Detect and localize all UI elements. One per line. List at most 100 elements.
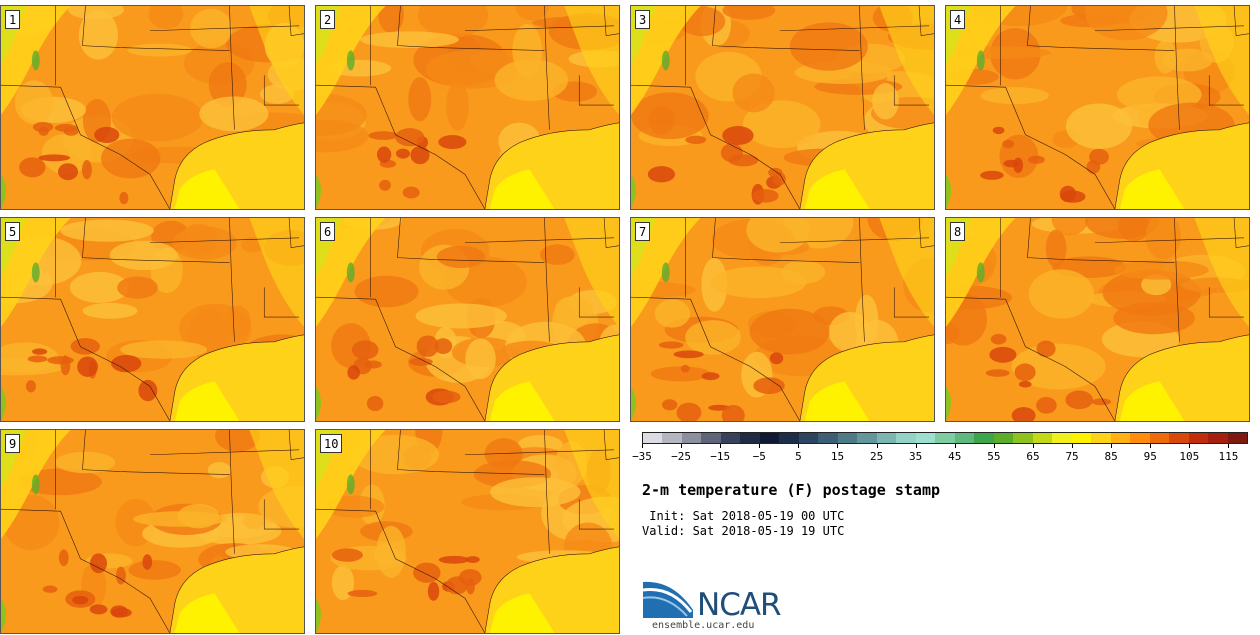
panel-number: 2	[320, 10, 336, 29]
panel-number: 3	[635, 10, 651, 29]
map-panel-9[interactable]: 9	[0, 429, 305, 634]
panel-number: 1	[5, 10, 21, 29]
colorbar-tick-label: 45	[948, 450, 962, 463]
colorbar-tick-label: 15	[830, 450, 845, 463]
colorbar-segment	[1169, 433, 1189, 443]
panel-number: 9	[5, 434, 21, 453]
colorbar-tick-label: 95	[1143, 450, 1157, 463]
colorbar-segment	[1227, 433, 1248, 443]
colorbar-tick-label: −5	[752, 450, 766, 463]
temperature-field	[316, 218, 619, 421]
map-panel-5[interactable]: 5	[0, 217, 305, 422]
colorbar-tick	[798, 444, 800, 448]
temperature-colorbar	[642, 432, 1248, 444]
temperature-field	[1, 430, 304, 633]
colorbar-tick-label: −25	[671, 450, 692, 463]
temperature-field	[316, 6, 619, 209]
temperature-field	[946, 6, 1249, 209]
init-time: Init: Sat 2018-05-19 00 UTC	[642, 509, 845, 523]
valid-time: Valid: Sat 2018-05-19 19 UTC	[642, 524, 845, 538]
temperature-field	[1, 6, 304, 209]
map-panel-7[interactable]: 7	[630, 217, 935, 422]
colorbar-segment	[759, 433, 780, 443]
map-panel-8[interactable]: 8	[945, 217, 1250, 422]
colorbar-segment	[818, 433, 838, 443]
site-url: ensemble.ucar.edu	[652, 620, 755, 631]
colorbar-segment	[876, 433, 897, 443]
colorbar-segment	[954, 433, 975, 443]
colorbar-segment	[1091, 433, 1111, 443]
map-title: 2-m temperature (F) postage stamp	[642, 481, 941, 499]
colorbar-segment	[1071, 433, 1092, 443]
colorbar-tick	[1228, 444, 1230, 448]
temperature-field	[631, 218, 934, 421]
colorbar-tick-label: 65	[1026, 450, 1040, 463]
colorbar-segment	[662, 433, 682, 443]
colorbar-tick	[1032, 444, 1034, 448]
colorbar-segment	[701, 433, 721, 443]
colorbar-tick	[876, 444, 878, 448]
colorbar-tick	[915, 444, 917, 448]
colorbar-segment	[798, 433, 819, 443]
colorbar-tick-label: −15	[710, 450, 731, 463]
colorbar-tick-label: 105	[1179, 450, 1200, 463]
colorbar-segment	[837, 433, 858, 443]
temperature-field	[946, 218, 1249, 421]
colorbar-segment	[740, 433, 760, 443]
map-panel-4[interactable]: 4	[945, 5, 1250, 210]
colorbar-segment	[1149, 433, 1170, 443]
ncar-logo-icon	[643, 581, 693, 618]
colorbar-tick	[759, 444, 761, 448]
map-panel-10[interactable]: 10	[315, 429, 620, 634]
map-panel-6[interactable]: 6	[315, 217, 620, 422]
colorbar-tick	[837, 444, 839, 448]
colorbar-tick	[1111, 444, 1113, 448]
colorbar-tick-label: 85	[1104, 450, 1118, 463]
colorbar-segment	[935, 433, 955, 443]
map-panel-3[interactable]: 3	[630, 5, 935, 210]
colorbar-segment	[896, 433, 916, 443]
colorbar-tick	[954, 444, 956, 448]
colorbar-tick	[1150, 444, 1152, 448]
colorbar-tick-label: 115	[1218, 450, 1239, 463]
colorbar-segment	[974, 433, 994, 443]
panel-number: 10	[320, 434, 343, 453]
colorbar-segment	[1130, 433, 1150, 443]
temperature-field	[631, 6, 934, 209]
colorbar-segment	[779, 433, 799, 443]
colorbar-segment	[1032, 433, 1053, 443]
ncar-logo-text: NCAR	[697, 587, 782, 623]
colorbar-tick	[993, 444, 995, 448]
panel-number: 8	[950, 222, 966, 241]
panel-number: 4	[950, 10, 966, 29]
colorbar-segment	[1208, 433, 1228, 443]
colorbar-tick-label: 25	[869, 450, 884, 463]
colorbar-tick	[681, 444, 683, 448]
colorbar-tick	[1072, 444, 1074, 448]
colorbar-segment	[915, 433, 936, 443]
colorbar-tick	[642, 444, 643, 448]
colorbar-segment	[1052, 433, 1072, 443]
map-panel-1[interactable]: 1	[0, 5, 305, 210]
colorbar-tick-label: 55	[987, 450, 1001, 463]
colorbar-segment	[993, 433, 1014, 443]
panel-number: 7	[635, 222, 651, 241]
colorbar-tick	[1189, 444, 1191, 448]
colorbar-segment	[1013, 433, 1033, 443]
colorbar-segment	[720, 433, 741, 443]
temperature-field	[316, 430, 619, 633]
colorbar-tick-label: 5	[795, 450, 802, 463]
temperature-field	[1, 218, 304, 421]
colorbar-segment	[681, 433, 702, 443]
colorbar-tick	[720, 444, 722, 448]
panel-number: 6	[320, 222, 336, 241]
colorbar-segment	[857, 433, 877, 443]
colorbar-tick-label: 35	[909, 450, 923, 463]
colorbar-tick-label: 75	[1065, 450, 1079, 463]
panel-number: 5	[5, 222, 21, 241]
colorbar-segment	[643, 433, 663, 443]
colorbar-ticks: −35 −25 −15 −5 5 15 25 35 45 55 65 75 85 95 105 115	[632, 444, 1248, 464]
colorbar-tick-label: −35	[632, 450, 652, 463]
colorbar-segment	[1188, 433, 1209, 443]
map-panel-2[interactable]: 2	[315, 5, 620, 210]
